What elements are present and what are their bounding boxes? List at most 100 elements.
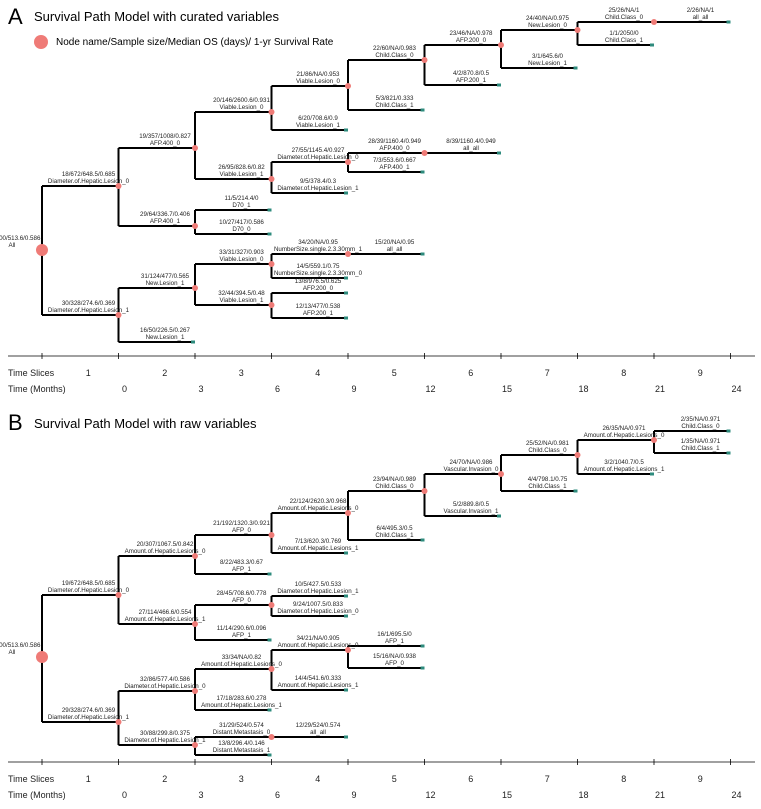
time-slices-label: Time Slices [8, 774, 55, 784]
node-stats-label: 4/4/798.1/0.75 [528, 476, 568, 483]
split-node [268, 532, 275, 538]
leaf-node [267, 753, 272, 757]
node-stats-label: 10/5/427.5/0.533 [295, 581, 342, 588]
time-month-tick-label: 3 [198, 790, 203, 800]
split-node [192, 223, 198, 229]
node-variable-label: AFP.400_0 [150, 140, 181, 147]
node-stats-label: 8/22/483.3/0.67 [220, 559, 264, 566]
node-variable-label: All [9, 649, 16, 656]
split-node [345, 251, 351, 257]
time-month-tick-label: 9 [351, 384, 356, 394]
node-variable-label: Diameter.of.Hepatic.Lesion_1 [48, 714, 130, 721]
split-node [268, 666, 275, 672]
node-stats-label: 34/21/NA/0.905 [296, 635, 340, 642]
node-stats-label: 21/86/NA/0.953 [296, 71, 340, 78]
node-variable-label: Amount.of.Hepatic.Lesions_1 [125, 616, 206, 623]
node-variable-label: Vascular.Invasion_1 [444, 508, 499, 515]
time-month-tick-label: 12 [425, 790, 435, 800]
node-variable-label: D70_1 [232, 202, 251, 209]
node-stats-label: 2/26/NA/1 [687, 7, 715, 14]
node-stats-label: 24/70/NA/0.986 [449, 459, 493, 466]
leaf-node [573, 66, 578, 70]
node-variable-label: all_all [387, 246, 403, 253]
node-stats-label: 21/192/1320.3/0.921 [213, 520, 270, 527]
node-stats-label: 25/26/NA/1 [609, 7, 641, 14]
time-month-tick-label: 18 [578, 790, 588, 800]
node-stats-label: 28/39/1160.4/0.949 [368, 138, 421, 145]
time-months-label: Time (Months) [8, 790, 66, 800]
leaf-node [420, 252, 425, 256]
time-slice-tick-label: 2 [162, 774, 167, 784]
panel-a-letter: A [8, 4, 23, 29]
node-variable-label: AFP.200_0 [456, 37, 487, 44]
node-variable-label: AFP.200_1 [456, 77, 487, 84]
node-stats-label: 17/1000/513.6/0.586 [0, 235, 41, 242]
time-slice-tick-label: 8 [621, 774, 626, 784]
time-month-tick-label: 0 [122, 384, 127, 394]
time-month-tick-label: 6 [275, 790, 280, 800]
node-variable-label: Viable.Lesion_0 [296, 78, 340, 85]
node-variable-label: NumberSize.single.2.3.30mm_0 [274, 270, 363, 277]
time-month-tick-label: 0 [122, 790, 127, 800]
node-variable-label: New.Lesion_1 [146, 334, 185, 341]
time-slice-tick-label: 5 [392, 774, 397, 784]
leaf-node [344, 735, 348, 739]
node-stats-label: 18/672/648.5/0.685 [62, 171, 116, 178]
split-node [345, 83, 351, 89]
root-node [36, 244, 48, 256]
node-variable-label: Amount.of.Hepatic.Lesions_0 [125, 548, 206, 555]
node-variable-label: Amount.of.Hepatic.Lesions_1 [201, 702, 282, 709]
node-stats-label: 30/328/274.6/0.369 [62, 300, 116, 307]
node-stats-label: 19/672/648.5/0.685 [62, 580, 116, 587]
node-stats-label: 4/2/870.8/0.5 [453, 70, 490, 77]
node-variable-label: New.Lesion_1 [528, 60, 567, 67]
node-variable-label: Viable.Lesion_1 [220, 171, 264, 178]
node-stats-label: 16/1/695.5/0 [377, 631, 412, 638]
leaf-node [420, 108, 425, 112]
node-stats-label: 7/3/553.6/0.667 [373, 157, 417, 164]
split-node [192, 688, 198, 694]
node-variable-label: Diameter.of.Hepatic.Lesion_0 [48, 178, 130, 185]
node-stats-label: 3/1/645.6/0 [532, 53, 564, 60]
node-stats-label: 14/5/559.1/0.75 [296, 263, 340, 270]
time-month-tick-label: 6 [275, 384, 280, 394]
node-stats-label: 32/86/577.4/0.586 [140, 676, 190, 683]
leaf-node [650, 472, 654, 476]
node-stats-label: 22/60/NA/0.983 [373, 45, 417, 52]
split-node [345, 159, 351, 165]
node-variable-label: Diameter.of.Hepatic.Lesion_0 [277, 608, 359, 615]
leaf-node [267, 572, 272, 576]
leaf-node [344, 551, 348, 555]
split-node [498, 42, 504, 48]
split-node [268, 734, 275, 740]
node-stats-label: 10/27/417/0.586 [219, 219, 264, 226]
leaf-node [267, 708, 272, 712]
node-stats-label: 34/20/NA/0.95 [298, 239, 338, 246]
legend-node-icon [34, 35, 48, 49]
node-stats-label: 13/8/296.4/0.146 [218, 740, 265, 747]
leaf-node [420, 170, 425, 174]
time-slice-tick-label: 3 [239, 774, 244, 784]
node-variable-label: Child.Class_1 [528, 483, 567, 490]
node-stats-label: 14/4/541.6/0.333 [295, 675, 342, 682]
leaf-node [726, 451, 731, 455]
node-stats-label: 26/95/828.6/0.82 [218, 164, 265, 171]
time-months-label: Time (Months) [8, 384, 66, 394]
time-slice-tick-label: 7 [545, 368, 550, 378]
node-stats-label: 20/146/2600.6/0.931 [213, 97, 270, 104]
node-variable-label: Viable.Lesion_0 [220, 256, 264, 263]
node-stats-label: 17/18/283.6/0.278 [217, 695, 267, 702]
split-node [574, 27, 581, 33]
split-node [268, 176, 275, 182]
node-variable-label: AFP.200_1 [303, 310, 334, 317]
node-stats-label: 13/8/976.5/0.625 [295, 278, 342, 285]
split-node [268, 602, 275, 608]
time-month-tick-label: 21 [655, 384, 665, 394]
time-slice-tick-label: 6 [468, 774, 473, 784]
split-node [268, 302, 275, 308]
node-variable-label: Distant.Metastasis_0 [213, 729, 271, 736]
node-stats-label: 1/1/2050/0 [609, 30, 639, 37]
node-variable-label: Vascular.Invasion_0 [444, 466, 499, 473]
